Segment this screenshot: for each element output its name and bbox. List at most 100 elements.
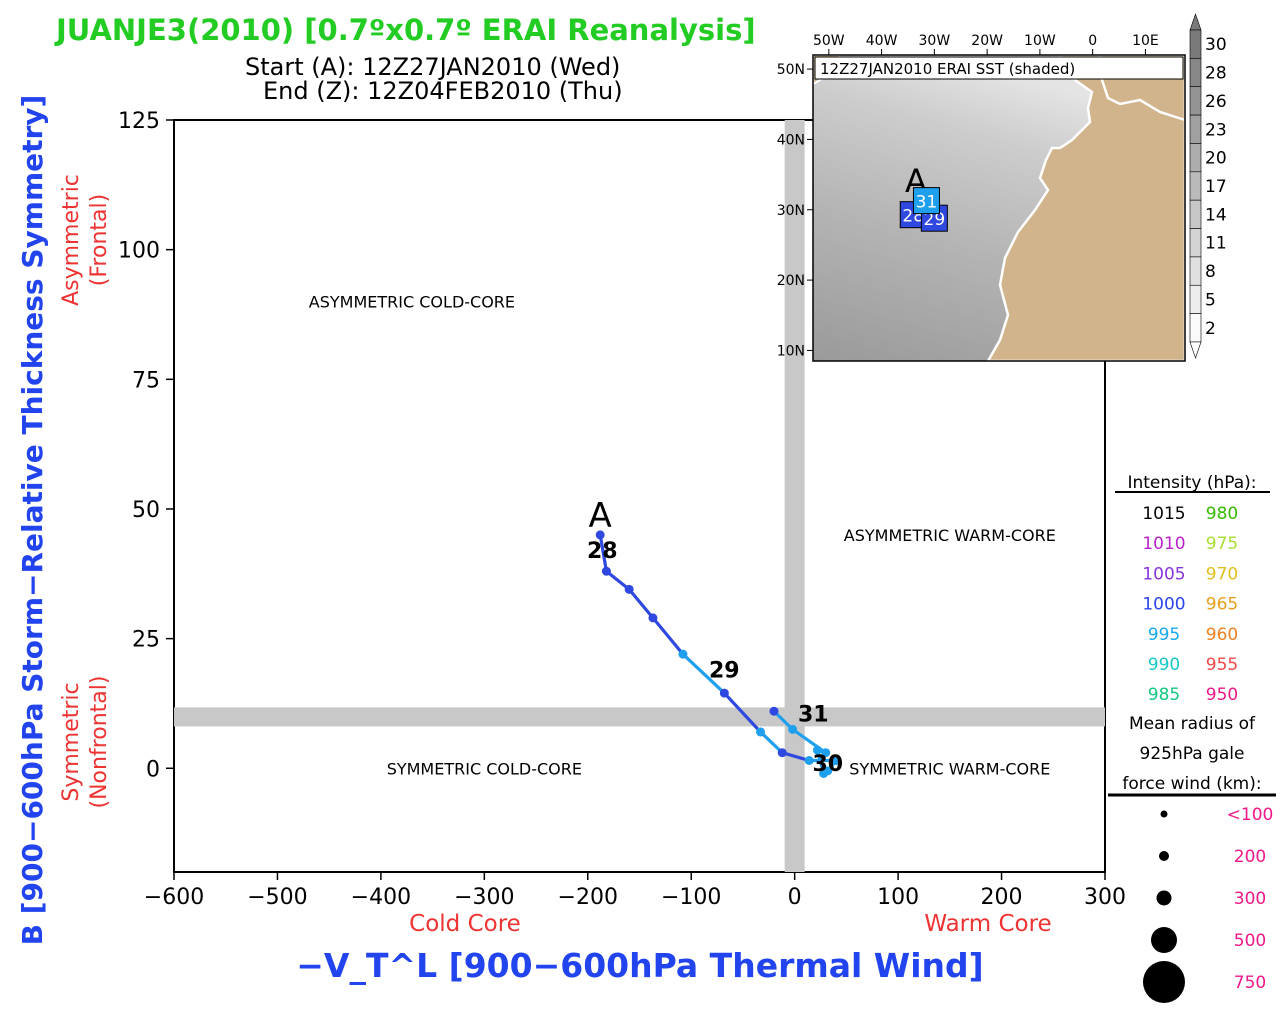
intensity-entry: 1015 bbox=[1142, 504, 1185, 524]
radius-dot bbox=[1156, 890, 1172, 906]
x-axis-ticks: −600 −500 −400 −300 −200 −100 0 100 200 300 bbox=[144, 872, 1126, 910]
radius-entry: 300 bbox=[1234, 889, 1266, 909]
intensity-entry: 1005 bbox=[1142, 564, 1185, 584]
quadrant-label: SYMMETRIC WARM-CORE bbox=[849, 759, 1050, 778]
threshold-bars bbox=[174, 120, 1105, 872]
x-tick-label: −100 bbox=[661, 885, 721, 910]
intensity-entry: 950 bbox=[1206, 685, 1238, 705]
colorbar-bottom-arrow bbox=[1189, 341, 1202, 359]
map-marker-label: 29 bbox=[924, 210, 946, 230]
colorbar-label: 14 bbox=[1205, 205, 1227, 225]
x-tick-label: −200 bbox=[558, 885, 618, 910]
colorbar-swatch bbox=[1189, 171, 1202, 201]
sst-colorbar: 30 28 26 23 20 17 14 11 8 5 2 bbox=[1189, 13, 1227, 359]
radius-entries: <100 200 300 500 750 bbox=[1143, 805, 1273, 1003]
track-point bbox=[648, 613, 658, 623]
horizontal-threshold-bar bbox=[174, 707, 1105, 727]
vertical-threshold-bar bbox=[784, 120, 805, 872]
track-segment bbox=[598, 533, 608, 573]
track-point bbox=[595, 530, 605, 540]
track-point bbox=[678, 649, 688, 659]
x-tick-label: 0 bbox=[788, 885, 802, 910]
intensity-entries: 1015 980 1010 975 1005 970 1000 965 995 960 990 955… bbox=[1142, 504, 1238, 705]
track-segment bbox=[780, 751, 811, 763]
cyclone-track bbox=[595, 530, 841, 778]
track-point bbox=[769, 706, 779, 716]
radius-dot bbox=[1160, 810, 1168, 818]
track-label: A bbox=[589, 496, 612, 536]
radius-dot bbox=[1143, 961, 1185, 1003]
intensity-entry: 1000 bbox=[1142, 595, 1185, 615]
intensity-legend-title: Intensity (hPa): bbox=[1127, 473, 1256, 493]
colorbar-swatch bbox=[1189, 58, 1202, 88]
map-axis-ticks: 50W 40W 30W 20W 10W 0 10E 50N 40N 30N 20N 10N bbox=[777, 33, 1159, 359]
y-axis-title: B [900−600hPa Storm−Relative Thickness S… bbox=[16, 95, 49, 946]
map-lon-label: 20W bbox=[971, 33, 1003, 49]
colorbar-label: 2 bbox=[1205, 319, 1216, 339]
track-point bbox=[821, 748, 831, 758]
track-point bbox=[624, 584, 634, 594]
track-segment bbox=[681, 652, 726, 695]
track-point bbox=[804, 755, 814, 765]
radius-entry: <100 bbox=[1227, 805, 1274, 825]
x-axis-label-warm: Warm Core bbox=[924, 911, 1051, 937]
x-tick-label: 300 bbox=[1084, 885, 1126, 910]
y-side-label-sym-2: (Nonfrontal) bbox=[87, 676, 112, 809]
colorbar-label: 23 bbox=[1205, 120, 1227, 140]
track-point bbox=[812, 745, 822, 755]
y-tick-label: 50 bbox=[132, 498, 160, 523]
track-label: 29 bbox=[709, 659, 740, 684]
y-axis-ticks: 0 25 50 75 100 125 bbox=[118, 109, 174, 782]
colorbar-swatch bbox=[1189, 29, 1202, 59]
figure-title: JUANJE3(2010) [0.7ºx0.7º ERAI Reanalysis… bbox=[54, 13, 756, 47]
radius-dot bbox=[1151, 927, 1177, 953]
radius-entry: 200 bbox=[1234, 847, 1266, 867]
track-point bbox=[788, 724, 798, 734]
track-segment bbox=[604, 569, 631, 591]
map-marker-box bbox=[912, 187, 940, 215]
track-segment bbox=[627, 587, 655, 620]
plot-frame bbox=[173, 119, 1106, 873]
map-title-box bbox=[814, 56, 1184, 80]
track-point bbox=[601, 566, 611, 576]
y-tick-label: 0 bbox=[146, 757, 160, 782]
colorbar-label: 28 bbox=[1205, 64, 1227, 84]
map-lat-label: 20N bbox=[777, 273, 805, 289]
y-tick-label: 125 bbox=[118, 109, 160, 134]
intensity-entry: 995 bbox=[1148, 625, 1180, 645]
track-point bbox=[831, 755, 841, 765]
track-point bbox=[756, 727, 766, 737]
intensity-entry: 975 bbox=[1206, 534, 1238, 554]
radius-title-3: force wind (km): bbox=[1122, 774, 1261, 794]
land-mass bbox=[986, 55, 1185, 361]
x-tick-label: −400 bbox=[351, 885, 411, 910]
x-tick-label: 100 bbox=[877, 885, 919, 910]
colorbar-label: 26 bbox=[1205, 92, 1227, 112]
colorbar-swatch bbox=[1189, 228, 1202, 258]
colorbar-swatch bbox=[1189, 284, 1202, 314]
x-tick-label: −600 bbox=[144, 885, 204, 910]
track-label: 30 bbox=[812, 752, 843, 777]
intensity-entry: 965 bbox=[1206, 595, 1238, 615]
track-point bbox=[777, 748, 787, 758]
colorbar-label: 11 bbox=[1205, 234, 1227, 254]
radius-dot bbox=[1159, 851, 1169, 861]
colorbar-swatch bbox=[1189, 114, 1202, 144]
y-tick-label: 25 bbox=[132, 628, 160, 653]
sst-inset-map: 12Z27JAN2010 ERAI SST (shaded) 50W 40W 30W… bbox=[777, 13, 1227, 362]
colorbar-top-arrow bbox=[1189, 13, 1202, 31]
map-lat-label: 10N bbox=[777, 343, 805, 359]
x-axis-title: −V_T^L [900−600hPa Thermal Wind] bbox=[296, 946, 983, 985]
x-tick-label: 200 bbox=[981, 885, 1023, 910]
colorbar-swatch bbox=[1189, 256, 1202, 286]
y-tick-label: 75 bbox=[132, 368, 160, 393]
intensity-entry: 980 bbox=[1206, 504, 1238, 524]
track-point bbox=[719, 688, 729, 698]
map-lon-label: 0 bbox=[1088, 33, 1097, 49]
map-frame bbox=[812, 54, 1186, 362]
intensity-entry: 970 bbox=[1206, 564, 1238, 584]
x-tick-label: −500 bbox=[247, 885, 307, 910]
colorbar-label: 8 bbox=[1205, 262, 1216, 282]
